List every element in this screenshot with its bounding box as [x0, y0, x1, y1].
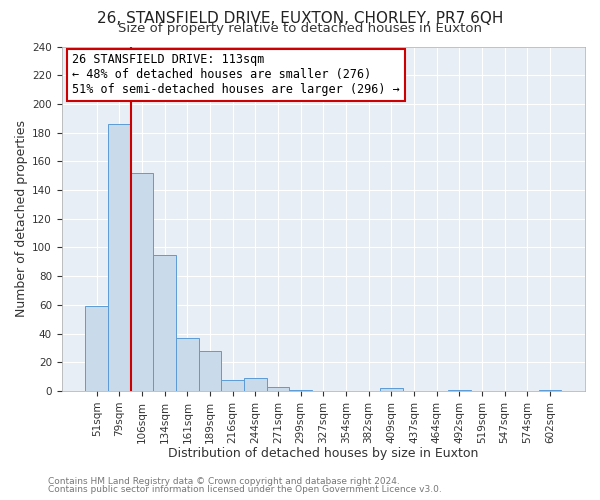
Bar [108, 124, 131, 391]
X-axis label: Distribution of detached houses by size in Euxton: Distribution of detached houses by size … [168, 447, 479, 460]
Bar [266, 386, 289, 391]
Bar [244, 378, 266, 391]
Bar [131, 173, 154, 391]
Bar [199, 351, 221, 391]
Bar [85, 306, 108, 391]
Bar [154, 254, 176, 391]
Text: Contains public sector information licensed under the Open Government Licence v3: Contains public sector information licen… [48, 484, 442, 494]
Bar [380, 388, 403, 391]
Text: Size of property relative to detached houses in Euxton: Size of property relative to detached ho… [118, 22, 482, 35]
Text: Contains HM Land Registry data © Crown copyright and database right 2024.: Contains HM Land Registry data © Crown c… [48, 477, 400, 486]
Text: 26, STANSFIELD DRIVE, EUXTON, CHORLEY, PR7 6QH: 26, STANSFIELD DRIVE, EUXTON, CHORLEY, P… [97, 11, 503, 26]
Bar [539, 390, 561, 391]
Bar [448, 390, 470, 391]
Bar [289, 390, 312, 391]
Bar [176, 338, 199, 391]
Bar [221, 380, 244, 391]
Text: 26 STANSFIELD DRIVE: 113sqm
← 48% of detached houses are smaller (276)
51% of se: 26 STANSFIELD DRIVE: 113sqm ← 48% of det… [72, 54, 400, 96]
Y-axis label: Number of detached properties: Number of detached properties [15, 120, 28, 317]
